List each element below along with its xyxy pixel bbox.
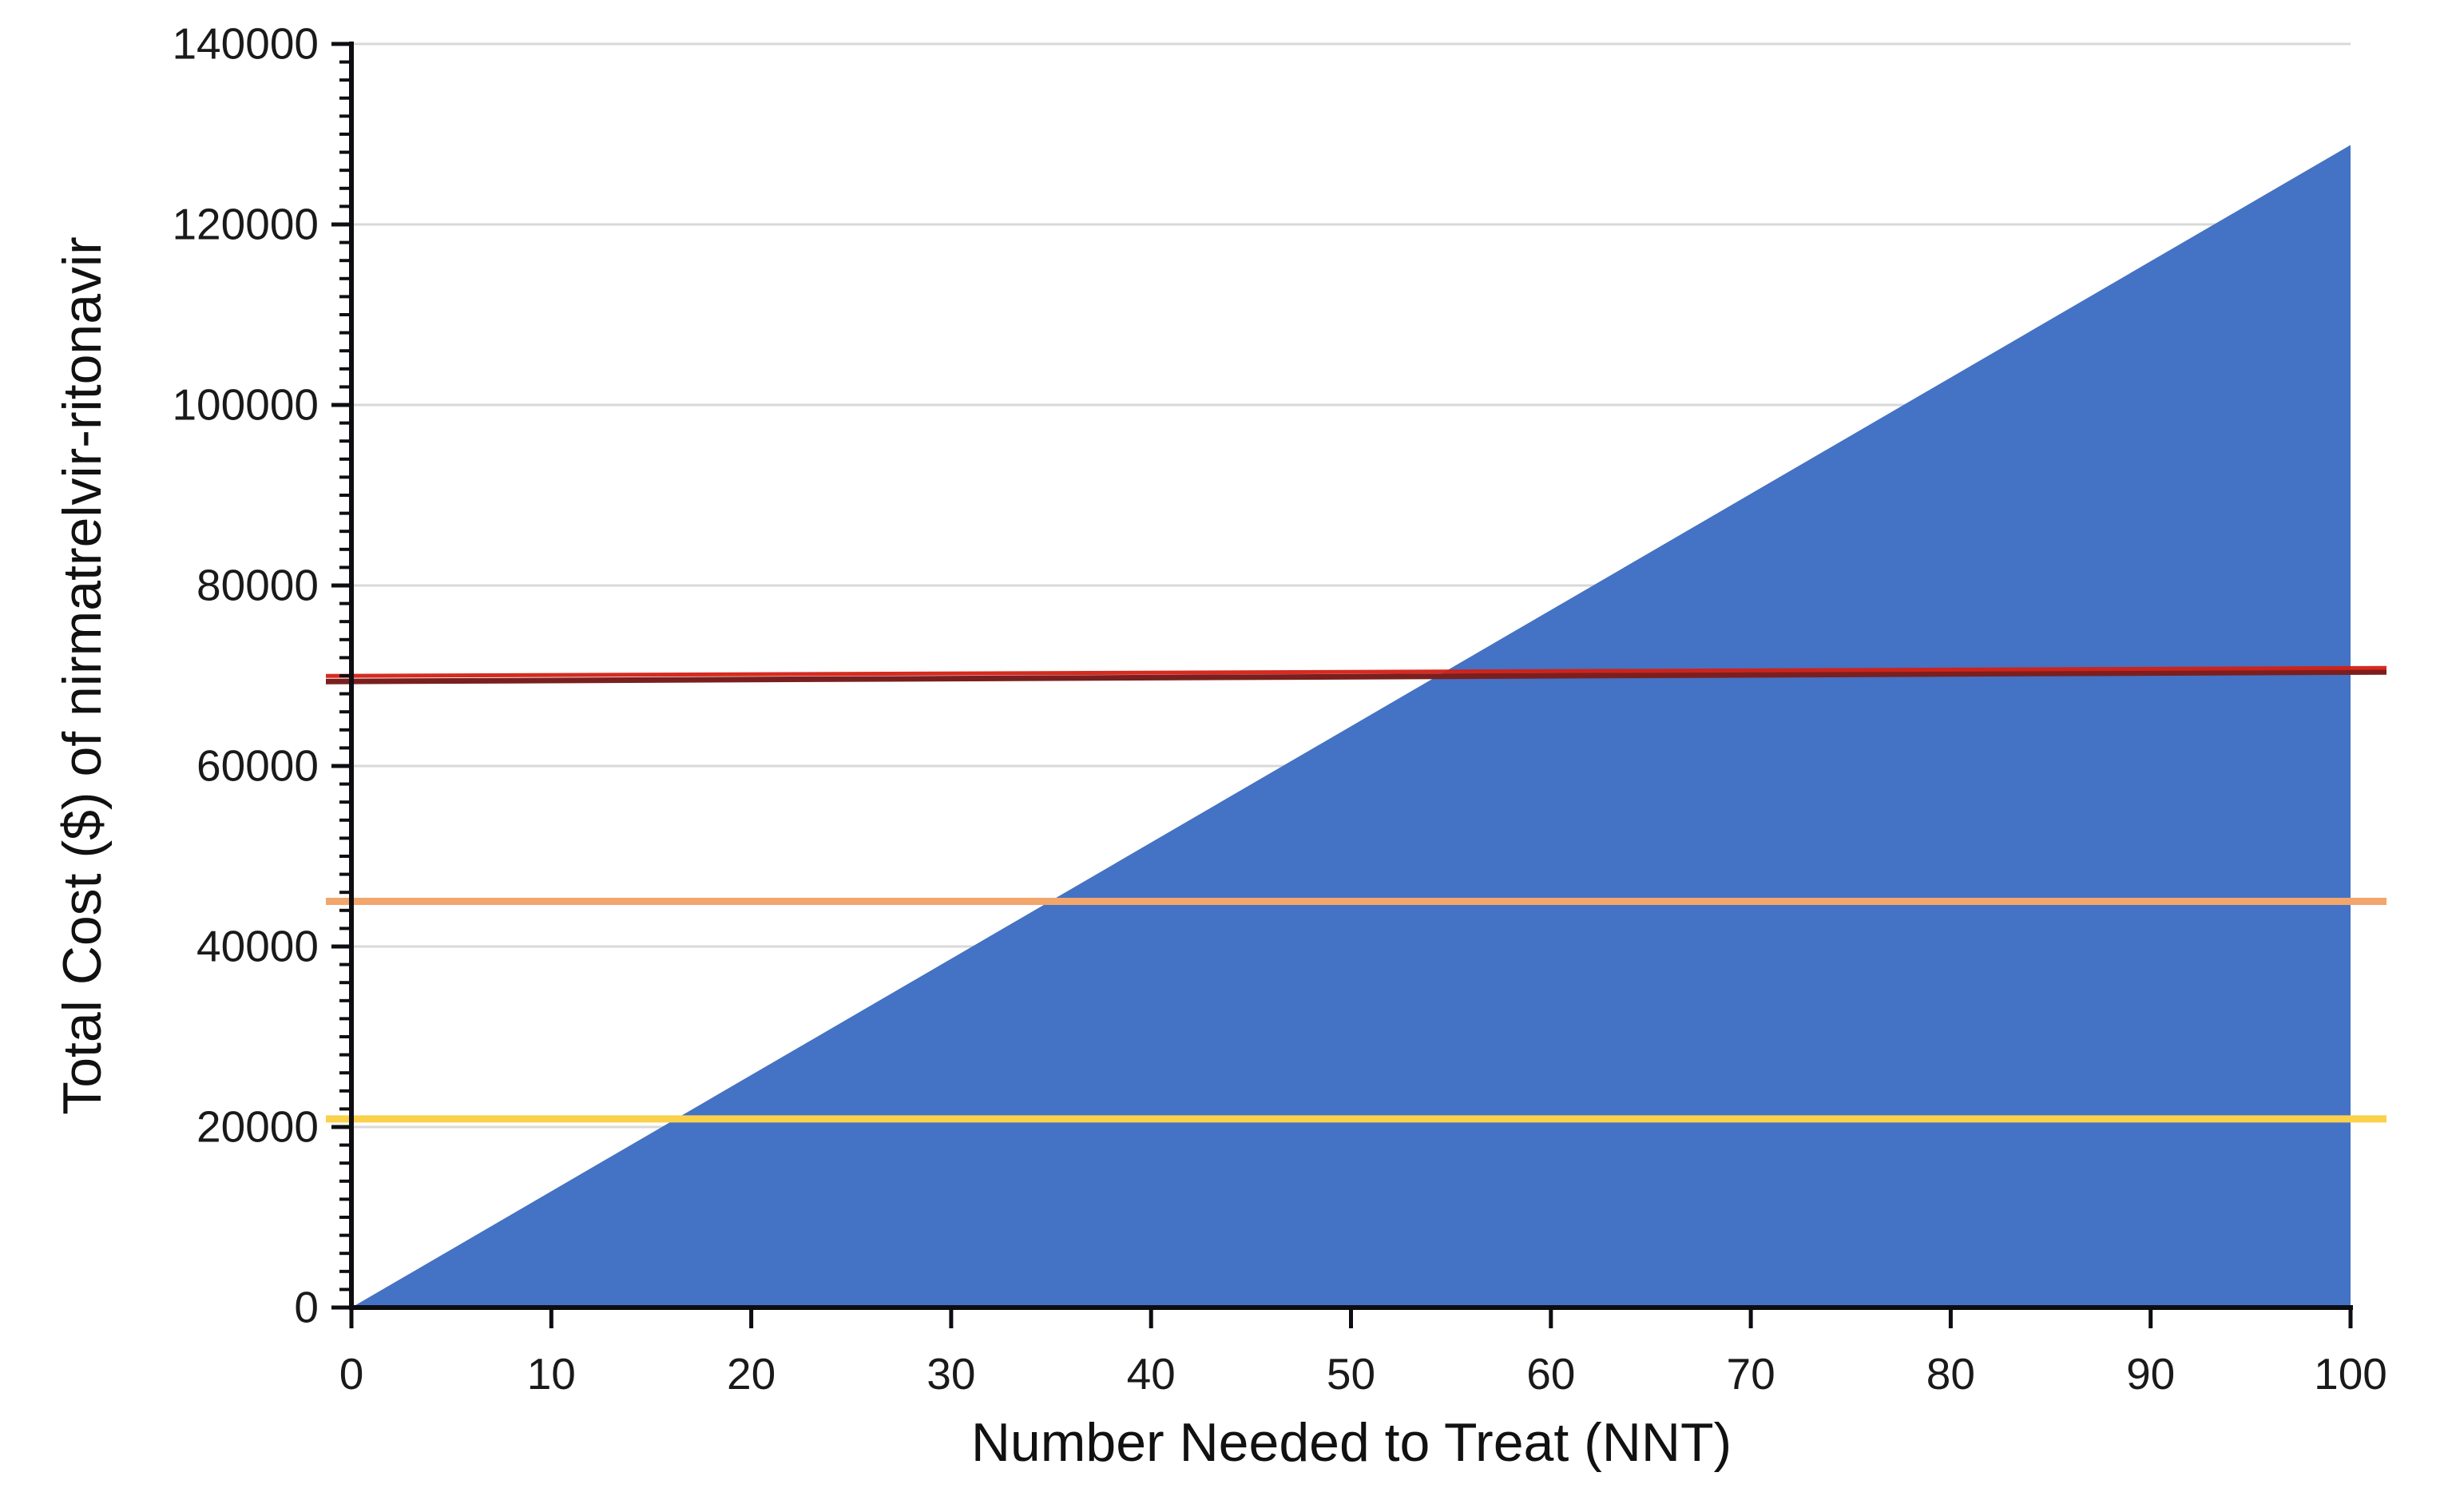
x-tick-label: 60 (1526, 1349, 1576, 1399)
y-tick-label: 40000 (196, 921, 319, 971)
y-tick-label: 80000 (196, 560, 319, 610)
x-tick-label: 100 (2314, 1349, 2387, 1399)
x-tick-label: 80 (1926, 1349, 1975, 1399)
y-tick-label: 140000 (172, 18, 319, 69)
y-tick-label: 20000 (196, 1101, 319, 1152)
x-tick-label: 10 (526, 1349, 576, 1399)
red-threshold-line-dark (325, 669, 2387, 685)
y-tick-label: 60000 (196, 740, 319, 791)
total-cost-area (351, 145, 2351, 1308)
x-tick-label: 30 (926, 1349, 976, 1399)
y-axis-title: Total Cost ($) of nirmatrelvir-ritonavir (52, 236, 113, 1115)
x-tick-label: 70 (1726, 1349, 1775, 1399)
y-tick-label: 120000 (172, 199, 319, 249)
x-tick-label: 40 (1126, 1349, 1176, 1399)
x-tick-label: 0 (339, 1349, 364, 1399)
x-tick-label: 90 (2126, 1349, 2176, 1399)
y-tick-label: 0 (294, 1282, 319, 1332)
x-tick-label: 20 (727, 1349, 776, 1399)
red-threshold-line-bright (325, 665, 2387, 678)
x-axis-title: Number Needed to Treat (NNT) (970, 1412, 1732, 1473)
x-tick-label: 50 (1326, 1349, 1376, 1399)
y-tick-label: 100000 (172, 379, 319, 430)
